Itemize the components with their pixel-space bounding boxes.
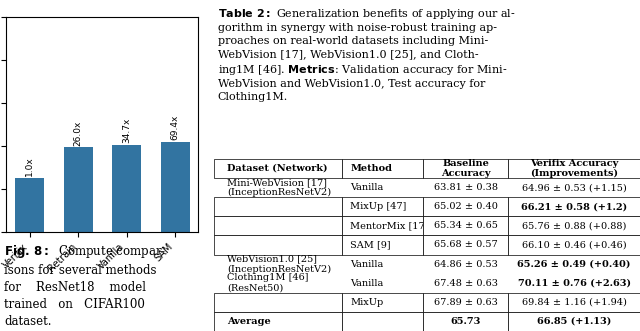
Bar — [161, 142, 189, 331]
Text: 1.0x: 1.0x — [25, 156, 34, 176]
Text: $\bf{Fig.\,8:}$  Compute compar-
isons for several methods
for    ResNet18    mo: $\bf{Fig.\,8:}$ Compute compar- isons fo… — [4, 243, 166, 328]
Text: $\bf{Table\ 2:}$ Generalization benefits of applying our al-
gorithm in synergy : $\bf{Table\ 2:}$ Generalization benefits… — [218, 7, 515, 102]
Text: 34.7x: 34.7x — [122, 118, 131, 143]
Bar — [112, 145, 141, 331]
Text: 69.4x: 69.4x — [171, 115, 180, 140]
Bar — [63, 147, 93, 331]
Bar — [15, 178, 44, 331]
Text: 26.0x: 26.0x — [74, 120, 83, 146]
